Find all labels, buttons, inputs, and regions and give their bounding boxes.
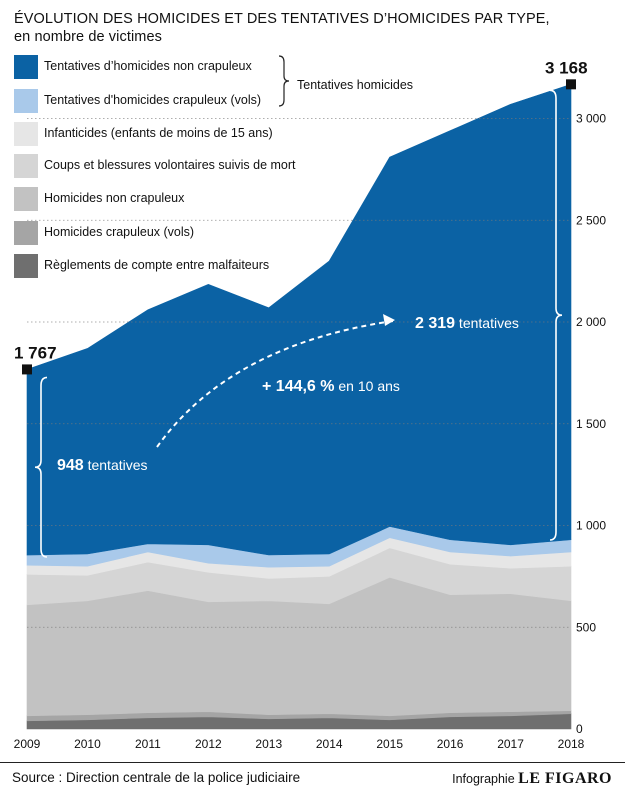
- x-tick-label: 2010: [74, 737, 101, 751]
- legend-swatch: [14, 254, 38, 278]
- x-tick-label: 2012: [195, 737, 222, 751]
- legend-label: Règlements de compte entre malfaiteurs: [44, 258, 270, 272]
- start-attempts-word: tentatives: [84, 457, 148, 473]
- brand-logo: LE FIGARO: [518, 770, 612, 787]
- end-value-label: 3 168: [545, 58, 588, 77]
- legend-item: Tentatives d'homicides crapuleux (vols): [14, 89, 434, 113]
- credit: Infographie LE FIGARO: [452, 770, 612, 788]
- x-tick-label: 2018: [558, 737, 585, 751]
- x-tick-label: 2014: [316, 737, 343, 751]
- y-tick-label: 2 000: [576, 315, 606, 329]
- start-marker: [22, 364, 32, 375]
- end-attempts-word: tentatives: [455, 315, 519, 331]
- legend-item: Infanticides (enfants de moins de 15 ans…: [14, 122, 434, 146]
- source-note: Source : Direction centrale de la police…: [12, 770, 301, 785]
- legend-swatch: [14, 154, 38, 178]
- y-tick-label: 1 000: [576, 519, 606, 533]
- legend-item: Règlements de compte entre malfaiteurs: [14, 254, 434, 278]
- x-tick-label: 2015: [376, 737, 403, 751]
- x-tick-label: 2013: [255, 737, 282, 751]
- growth-arrow-head: [383, 314, 395, 326]
- legend-label: Infanticides (enfants de moins de 15 ans…: [44, 126, 273, 140]
- y-tick-label: 1 500: [576, 417, 606, 431]
- footer: Source : Direction centrale de la police…: [0, 762, 625, 795]
- x-tick-label: 2009: [14, 737, 41, 751]
- legend-label: Homicides crapuleux (vols): [44, 225, 195, 239]
- legend-label: Tentatives d'homicides crapuleux (vols): [44, 93, 262, 107]
- start-attempts-label: 948 tentatives: [57, 457, 148, 474]
- end-attempts-number: 2 319: [415, 315, 455, 332]
- y-tick-label: 3 000: [576, 112, 606, 126]
- start-attempts-number: 948: [57, 457, 84, 474]
- end-attempts-brace: [549, 89, 563, 541]
- legend-swatch: [14, 187, 38, 211]
- legend-swatch: [14, 89, 38, 113]
- y-tick-label: 500: [576, 620, 596, 634]
- chart-title-line1: ÉVOLUTION DES HOMICIDES ET DES TENTATIVE…: [14, 11, 550, 27]
- legend-swatch: [14, 122, 38, 146]
- x-tick-label: 2011: [135, 737, 161, 751]
- legend-label: Tentatives d’homicides non crapuleux: [44, 59, 252, 73]
- legend-label: Coups et blessures volontaires suivis de…: [44, 158, 296, 172]
- y-tick-label: 2 500: [576, 213, 606, 227]
- footer-divider: [0, 762, 625, 763]
- legend-group-label: Tentatives homicides: [297, 78, 414, 92]
- chart-title-line2: en nombre de victimes: [14, 29, 162, 45]
- growth-period: en 10 ans: [335, 378, 400, 394]
- x-tick-label: 2017: [497, 737, 524, 751]
- legend-swatch: [14, 221, 38, 245]
- x-tick-label: 2016: [437, 737, 464, 751]
- legend-item: Homicides crapuleux (vols): [14, 221, 434, 245]
- legend-group-brace: [278, 55, 290, 107]
- y-tick-label: 0: [576, 722, 583, 736]
- start-attempts-brace: [34, 376, 48, 558]
- legend-item: Tentatives d’homicides non crapuleux: [14, 55, 434, 79]
- end-attempts-label: 2 319 tentatives: [415, 315, 519, 332]
- growth-label: + 144,6 % en 10 ans: [262, 378, 400, 395]
- end-marker: [566, 79, 576, 90]
- legend-swatch: [14, 55, 38, 79]
- legend-item: Homicides non crapuleux: [14, 187, 434, 211]
- stacked-area-chart: 0 500 1 000 1 500 2 000 2 500 3 000 2009 2010 201…: [14, 55, 606, 751]
- growth-arrow-line: [156, 320, 394, 448]
- chart-title: ÉVOLUTION DES HOMICIDES ET DES TENTATIVE…: [14, 10, 550, 46]
- start-value-label: 1 767: [14, 343, 57, 362]
- credit-prefix: Infographie: [452, 772, 515, 786]
- growth-percent: + 144,6 %: [262, 378, 335, 395]
- legend-item: Coups et blessures volontaires suivis de…: [14, 154, 434, 178]
- legend-label: Homicides non crapuleux: [44, 191, 185, 205]
